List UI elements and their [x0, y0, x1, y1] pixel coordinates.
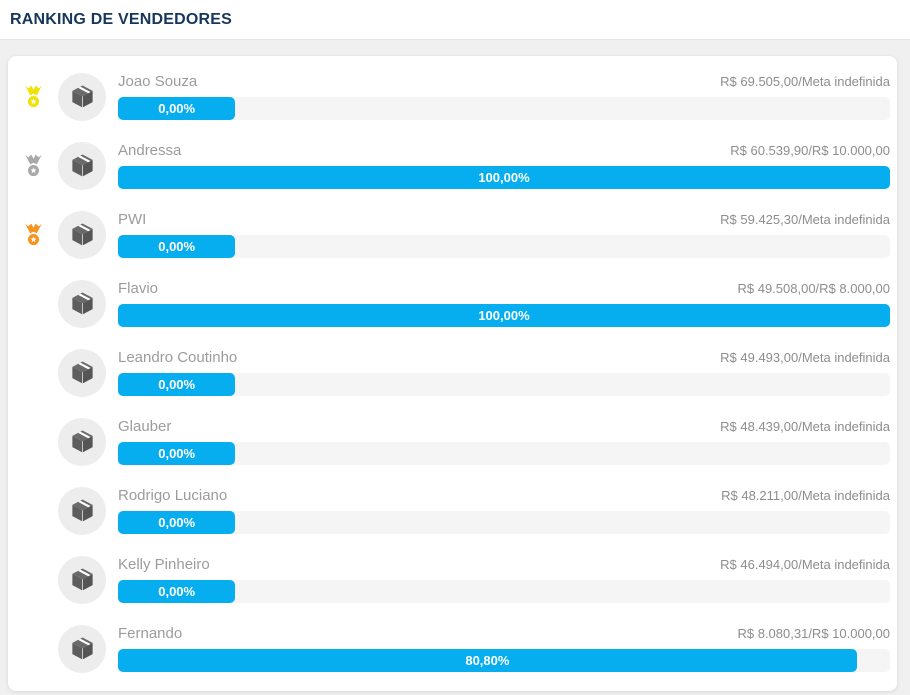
row-content: Fernando R$ 8.080,31/R$ 10.000,00 80,80% [118, 625, 897, 672]
avatar [58, 141, 106, 190]
progress-percent-label: 0,00% [158, 446, 196, 461]
seller-sales-vs-goal: R$ 69.505,00/Meta indefinida [720, 74, 890, 89]
progress-percent-label: 100,00% [478, 308, 530, 323]
avatar [58, 210, 106, 259]
seller-name: PWI [118, 211, 147, 228]
seller-sales-vs-goal: R$ 49.508,00/R$ 8.000,00 [737, 281, 890, 296]
progress-bar-track: 100,00% [118, 166, 890, 189]
progress-percent-label: 0,00% [158, 515, 196, 530]
package-icon [71, 637, 93, 660]
progress-percent-label: 0,00% [158, 239, 196, 254]
progress-bar-fill: 0,00% [118, 235, 236, 258]
medal-silver-icon [24, 154, 42, 176]
seller-sales-vs-goal: R$ 8.080,31/R$ 10.000,00 [737, 626, 890, 641]
package-icon [71, 499, 93, 522]
progress-bar-fill: 0,00% [118, 442, 236, 465]
package-icon [71, 430, 93, 453]
ranking-row: Leandro Coutinho R$ 49.493,00/Meta indef… [8, 338, 897, 407]
ranking-row: Flavio R$ 49.508,00/R$ 8.000,00 100,00% [8, 269, 897, 338]
row-content: Kelly Pinheiro R$ 46.494,00/Meta indefin… [118, 556, 897, 603]
seller-sales-vs-goal: R$ 59.425,30/Meta indefinida [720, 212, 890, 227]
progress-bar-fill: 100,00% [118, 166, 890, 189]
row-content: Leandro Coutinho R$ 49.493,00/Meta indef… [118, 349, 897, 396]
seller-name: Joao Souza [118, 73, 198, 90]
medal-slot [8, 85, 58, 109]
progress-bar-track: 100,00% [118, 304, 890, 327]
seller-name: Rodrigo Luciano [118, 487, 228, 504]
row-content: Glauber R$ 48.439,00/Meta indefinida 0,0… [118, 418, 897, 465]
medal-slot [8, 154, 58, 178]
seller-name: Andressa [118, 142, 182, 159]
progress-bar-fill: 0,00% [118, 97, 236, 120]
progress-bar-track: 0,00% [118, 235, 890, 258]
seller-name: Leandro Coutinho [118, 349, 238, 366]
package-icon [71, 223, 93, 246]
progress-percent-label: 100,00% [478, 170, 530, 185]
medal-gold-icon [24, 85, 42, 107]
seller-sales-vs-goal: R$ 48.211,00/Meta indefinida [721, 488, 890, 503]
row-content: Joao Souza R$ 69.505,00/Meta indefinida … [118, 73, 897, 120]
progress-percent-label: 0,00% [158, 584, 196, 599]
seller-sales-vs-goal: R$ 46.494,00/Meta indefinida [720, 557, 890, 572]
row-content: Flavio R$ 49.508,00/R$ 8.000,00 100,00% [118, 280, 897, 327]
seller-sales-vs-goal: R$ 49.493,00/Meta indefinida [720, 350, 890, 365]
panel-header: RANKING DE VENDEDORES [0, 0, 910, 40]
seller-sales-vs-goal: R$ 48.439,00/Meta indefinida [720, 419, 890, 434]
medal-slot [8, 223, 58, 247]
medal-bronze-icon [24, 223, 42, 245]
ranking-row: Andressa R$ 60.539,90/R$ 10.000,00 100,0… [8, 131, 897, 200]
avatar [58, 624, 106, 673]
seller-name: Glauber [118, 418, 172, 435]
progress-percent-label: 80,80% [465, 653, 510, 668]
package-icon [71, 361, 93, 384]
ranking-row: Glauber R$ 48.439,00/Meta indefinida 0,0… [8, 407, 897, 476]
avatar [58, 555, 106, 604]
avatar [58, 72, 106, 121]
avatar [58, 417, 106, 466]
ranking-row: Rodrigo Luciano R$ 48.211,00/Meta indefi… [8, 476, 897, 545]
progress-bar-track: 0,00% [118, 97, 890, 120]
progress-bar-fill: 80,80% [118, 649, 857, 672]
package-icon [71, 292, 93, 315]
progress-bar-fill: 0,00% [118, 511, 236, 534]
seller-sales-vs-goal: R$ 60.539,90/R$ 10.000,00 [730, 143, 890, 158]
progress-bar-track: 0,00% [118, 580, 890, 603]
ranking-list: Joao Souza R$ 69.505,00/Meta indefinida … [8, 62, 897, 683]
progress-bar-track: 0,00% [118, 442, 890, 465]
progress-bar-track: 80,80% [118, 649, 890, 672]
progress-percent-label: 0,00% [158, 377, 196, 392]
progress-bar-fill: 100,00% [118, 304, 890, 327]
row-content: Rodrigo Luciano R$ 48.211,00/Meta indefi… [118, 487, 897, 534]
progress-bar-fill: 0,00% [118, 580, 236, 603]
ranking-row: Kelly Pinheiro R$ 46.494,00/Meta indefin… [8, 545, 897, 614]
avatar [58, 486, 106, 535]
avatar [58, 279, 106, 328]
row-content: Andressa R$ 60.539,90/R$ 10.000,00 100,0… [118, 142, 897, 189]
progress-bar-track: 0,00% [118, 511, 890, 534]
row-content: PWI R$ 59.425,30/Meta indefinida 0,00% [118, 211, 897, 258]
seller-name: Flavio [118, 280, 159, 297]
progress-percent-label: 0,00% [158, 101, 196, 116]
ranking-row: PWI R$ 59.425,30/Meta indefinida 0,00% [8, 200, 897, 269]
seller-name: Fernando [118, 625, 183, 642]
page-title: RANKING DE VENDEDORES [10, 10, 233, 28]
progress-bar-fill: 0,00% [118, 373, 236, 396]
package-icon [71, 568, 93, 591]
progress-bar-track: 0,00% [118, 373, 890, 396]
ranking-card: Joao Souza R$ 69.505,00/Meta indefinida … [8, 56, 897, 691]
seller-name: Kelly Pinheiro [118, 556, 210, 573]
ranking-row: Joao Souza R$ 69.505,00/Meta indefinida … [8, 62, 897, 131]
package-icon [71, 154, 93, 177]
ranking-row: Fernando R$ 8.080,31/R$ 10.000,00 80,80% [8, 614, 897, 683]
avatar [58, 348, 106, 397]
package-icon [71, 85, 93, 108]
